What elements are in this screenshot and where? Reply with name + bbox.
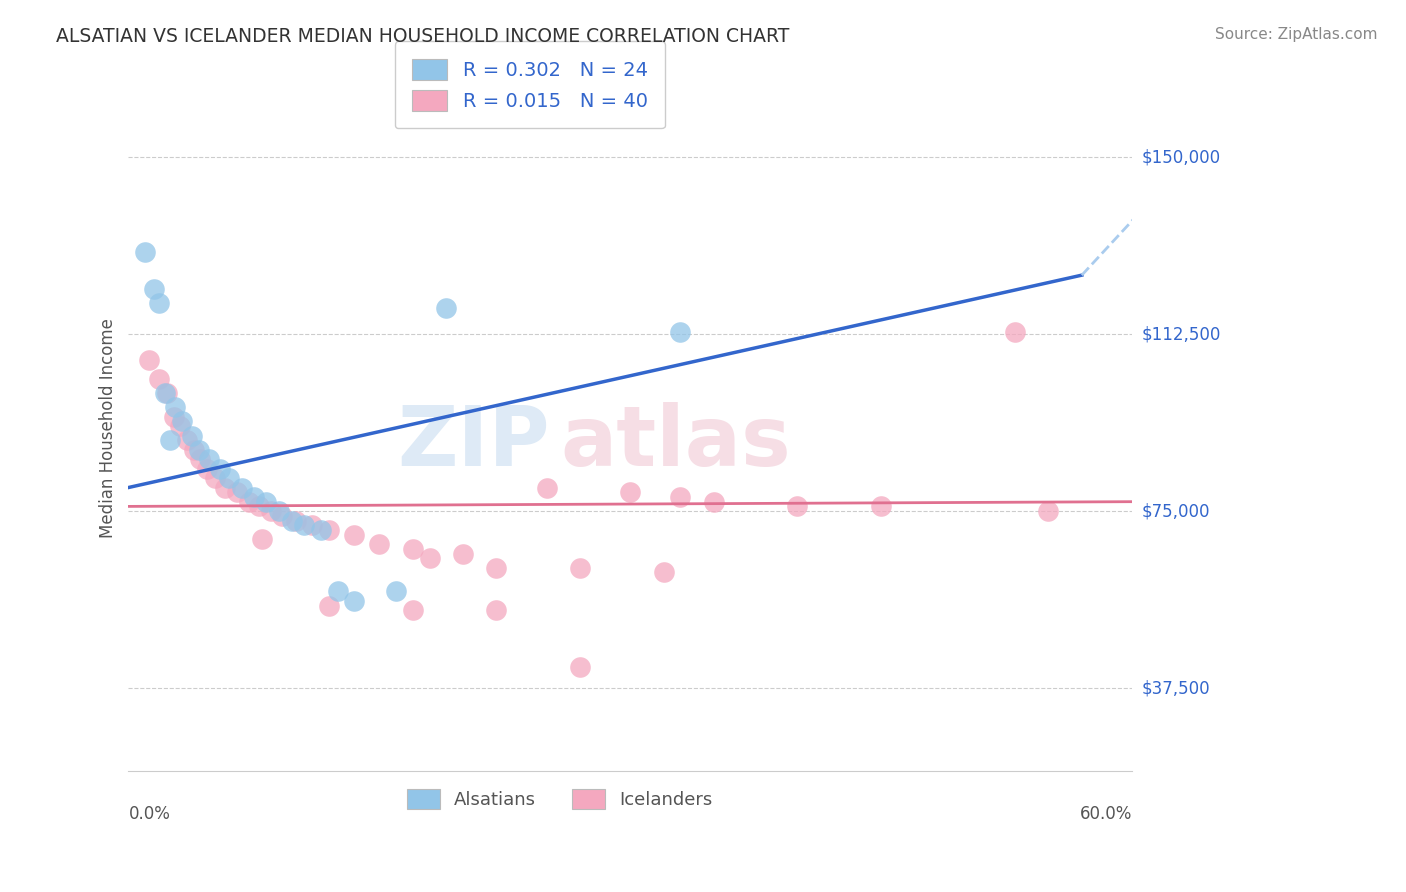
Point	[569, 660, 592, 674]
Point	[204, 471, 226, 485]
Point	[238, 494, 260, 508]
Point	[214, 481, 236, 495]
Point	[259, 504, 281, 518]
Point	[343, 527, 366, 541]
Point	[195, 461, 218, 475]
Point	[142, 282, 165, 296]
Point	[669, 490, 692, 504]
Point	[226, 485, 249, 500]
Point	[485, 603, 508, 617]
Point	[318, 523, 340, 537]
Point	[231, 481, 253, 495]
Point	[434, 301, 457, 315]
Point	[418, 551, 440, 566]
Point	[134, 244, 156, 259]
Point	[1004, 325, 1026, 339]
Legend: Alsatians, Icelanders: Alsatians, Icelanders	[392, 774, 727, 823]
Point	[786, 500, 808, 514]
Point	[181, 428, 204, 442]
Point	[326, 584, 349, 599]
Point	[870, 500, 893, 514]
Point	[318, 599, 340, 613]
Point	[301, 518, 323, 533]
Point	[209, 461, 232, 475]
Point	[148, 372, 170, 386]
Point	[284, 514, 307, 528]
Point	[271, 508, 294, 523]
Point	[190, 452, 212, 467]
Point	[402, 603, 425, 617]
Text: $150,000: $150,000	[1142, 148, 1222, 166]
Point	[159, 434, 181, 448]
Point	[169, 419, 191, 434]
Point	[170, 414, 193, 428]
Point	[569, 560, 592, 574]
Point	[148, 296, 170, 310]
Point	[451, 547, 474, 561]
Text: 0.0%: 0.0%	[128, 805, 170, 823]
Point	[536, 481, 558, 495]
Point	[385, 584, 408, 599]
Point	[267, 504, 290, 518]
Text: atlas: atlas	[560, 401, 790, 483]
Point	[162, 409, 184, 424]
Point	[138, 353, 160, 368]
Point	[247, 500, 270, 514]
Text: $112,500: $112,500	[1142, 326, 1222, 343]
Y-axis label: Median Household Income: Median Household Income	[100, 318, 117, 539]
Text: $75,000: $75,000	[1142, 502, 1211, 520]
Point	[619, 485, 641, 500]
Text: 60.0%: 60.0%	[1080, 805, 1132, 823]
Point	[156, 386, 179, 401]
Point	[155, 386, 177, 401]
Point	[176, 434, 198, 448]
Point	[292, 518, 315, 533]
Text: ALSATIAN VS ICELANDER MEDIAN HOUSEHOLD INCOME CORRELATION CHART: ALSATIAN VS ICELANDER MEDIAN HOUSEHOLD I…	[56, 27, 790, 45]
Point	[485, 560, 508, 574]
Point	[368, 537, 391, 551]
Point	[669, 325, 692, 339]
Point	[218, 471, 240, 485]
Point	[187, 442, 209, 457]
Text: ZIP: ZIP	[398, 401, 550, 483]
Point	[183, 442, 205, 457]
Text: Source: ZipAtlas.com: Source: ZipAtlas.com	[1215, 27, 1378, 42]
Point	[402, 541, 425, 556]
Point	[243, 490, 266, 504]
Text: $37,500: $37,500	[1142, 679, 1211, 698]
Point	[1038, 504, 1060, 518]
Point	[281, 514, 304, 528]
Point	[309, 523, 332, 537]
Point	[252, 533, 274, 547]
Point	[197, 452, 219, 467]
Point	[343, 594, 366, 608]
Point	[165, 401, 187, 415]
Point	[703, 494, 725, 508]
Point	[254, 494, 277, 508]
Point	[652, 566, 675, 580]
